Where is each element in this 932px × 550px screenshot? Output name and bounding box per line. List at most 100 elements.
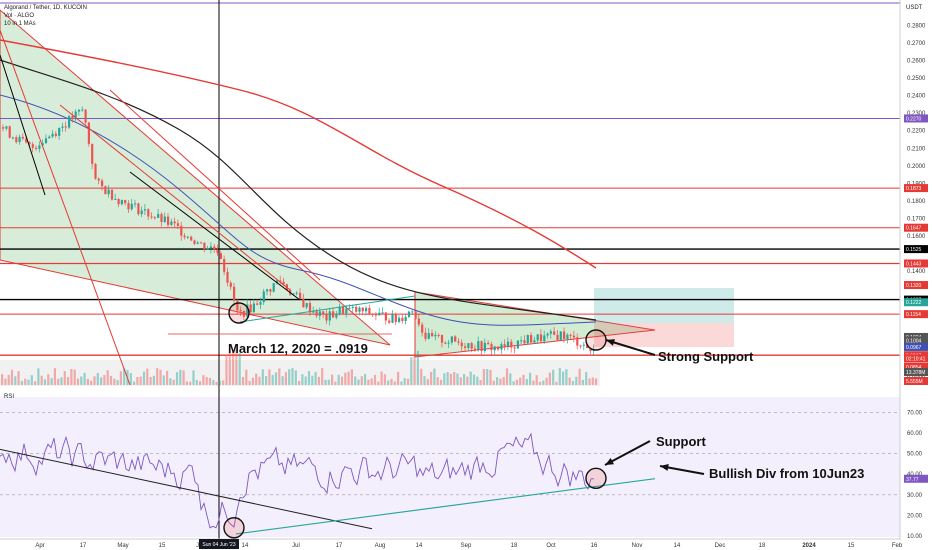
candle-body [15,137,18,143]
volume-bar [103,375,106,385]
volume-bar [70,369,73,385]
volume-bar [347,371,350,385]
volume-bar [182,370,185,385]
candle-body [266,289,269,292]
volume-bar [314,371,317,385]
time-tick-label: 17 [336,543,343,549]
time-tick-label: Apr [35,543,44,549]
price-tick-label: 0.2500 [907,76,926,82]
bullish-div-annotation: Bullish Div from 10Jun23 [709,466,864,481]
price-tick-label: 0.2200 [907,129,926,135]
volume-bar [248,381,251,385]
volume-bar [284,372,287,385]
volume-bar [281,376,284,385]
candle-body [140,210,143,215]
time-tick-label: 18 [511,543,518,549]
candle-body [556,334,559,340]
candle-body [500,344,503,350]
volume-bar [393,381,396,385]
time-tick-label: Nov [632,543,643,549]
candle-body [559,331,562,340]
candle-body [272,283,275,292]
volume-bar [360,376,363,385]
candle-body [173,221,176,224]
candle-body [84,109,87,123]
candle-body [427,332,430,339]
trend-line [0,29,131,386]
rsi-badge-label: 37.77 [906,477,919,483]
price-badge [904,298,928,307]
candle-body [533,340,536,343]
volume-bar [215,381,218,385]
trend-lines[interactable] [0,29,416,386]
volume-bar [113,378,116,385]
price-tick-label: 0.1700 [907,216,926,222]
volume-bar [175,372,179,385]
volume-bar [202,375,205,385]
volume-bar [482,369,485,385]
time-axis[interactable]: Apr17May15JunSun 04 Jun '2314Jul17Aug14S… [0,538,903,549]
volume-bar [123,368,126,385]
candle-body [229,282,232,287]
price-axis[interactable]: 0.28000.27000.26000.25000.24000.23000.22… [899,0,928,540]
rsi-support-line [235,478,656,535]
candle-body [467,343,470,348]
crosshair-date-label: Sun 04 Jun '23 [202,542,235,548]
candle-body [242,310,246,317]
candle-body [143,209,147,211]
volume-bar [575,376,578,385]
volume-bar [67,377,70,385]
candle-body [503,344,506,347]
volume-bar [578,368,581,385]
volume-bar [10,369,14,385]
symbol-title: Algorand / Tether, 1D, KUCOIN [4,5,87,11]
candle-body [431,332,434,337]
time-tick-label: 15 [159,543,166,549]
volume-bar [535,375,538,385]
volume-bar [40,375,43,385]
volume-bar [245,369,248,385]
candle-body [302,298,305,308]
volume-bar [439,379,443,385]
volume-bar [317,376,320,385]
volume-bar [558,368,561,385]
volume-bar [383,374,386,385]
volume-bar [146,368,149,385]
annotations[interactable]: March 12, 2020 = .0919 Strong Support Supp… [223,302,864,539]
falling-wedge-zone [0,9,391,346]
volume-bar [166,370,169,385]
volume-bar [136,376,139,385]
target-zone [594,288,734,323]
price-tick-label: 0.1800 [907,199,926,205]
volume-bar [499,378,502,385]
candle-body [239,310,242,312]
price-badge [904,342,928,351]
volume-bar [106,370,109,385]
candle-body [252,303,255,313]
volume-bar [73,369,76,385]
trend-line [109,89,321,281]
volume-legend: Vol · ALGO [4,13,34,19]
candle-body [368,307,371,314]
volume-bar [261,369,264,385]
volume-bar [548,372,551,385]
candle-body [338,306,341,314]
candle-body [249,304,252,313]
price-badge [904,114,928,123]
candle-body [87,122,90,144]
volume-bar [90,380,93,385]
volume-bar [522,374,525,385]
volume-bar [278,368,281,385]
volume-bar [397,371,400,385]
candle-body [579,345,582,347]
volume-bar [489,369,492,385]
rsi-tick-label: 30.00 [907,493,923,499]
candle-body [110,189,114,200]
candle-body [358,307,361,312]
strong-support-arrow-shaft [605,339,656,356]
candle-body [213,246,216,250]
candle-body [120,200,123,205]
volume-bar [446,372,449,385]
